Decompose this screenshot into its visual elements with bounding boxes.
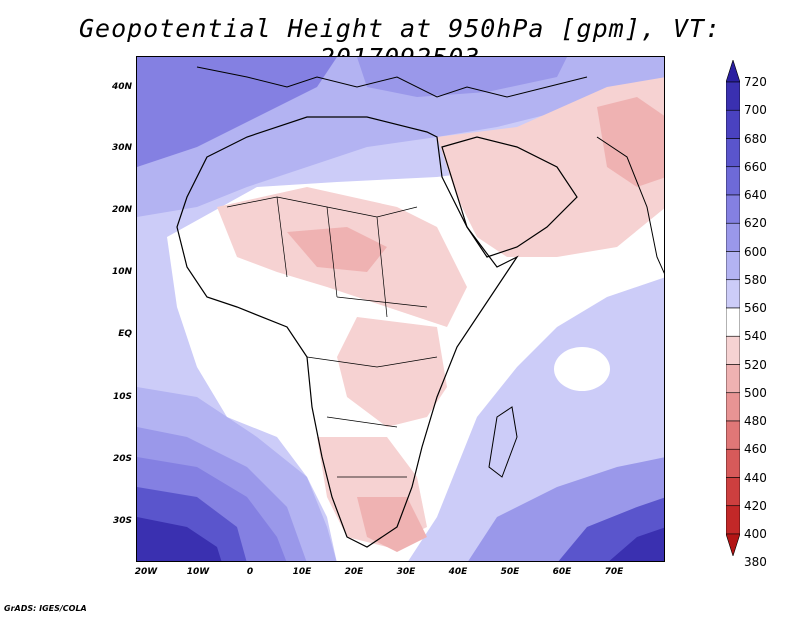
lon-label-0: 0 (246, 567, 254, 577)
lon-label-50e: 50E (500, 567, 520, 577)
colorbar-swatch (726, 448, 740, 478)
sahara-inner (287, 227, 387, 272)
colorbar-swatch (726, 194, 740, 224)
colorbar-swatch (726, 364, 740, 394)
colorbar-swatch (726, 109, 740, 139)
colorbar-swatch (726, 251, 740, 281)
south-east-core (609, 527, 664, 561)
colorbar-label: 720 (744, 75, 767, 89)
pakistan-low (597, 97, 664, 187)
colorbar-swatch (726, 222, 740, 252)
colorbar-swatch (726, 81, 740, 111)
colorbar-label: 700 (744, 103, 767, 118)
colorbar-swatch (726, 420, 740, 450)
colorbar-label: 400 (744, 527, 767, 541)
lat-label-30n: 30N (111, 143, 132, 153)
lat-label-eq: EQ (118, 329, 132, 339)
colorbar-swatch (726, 166, 740, 196)
colorbar-swatch (726, 477, 740, 507)
colorbar-label: 460 (744, 442, 767, 457)
lon-label-20e: 20E (344, 567, 364, 577)
lon-label-10w: 10W (186, 567, 210, 577)
colorbar (726, 60, 740, 556)
south-africa-core (357, 497, 427, 552)
colorbar-swatch (726, 392, 740, 422)
north-east-high (357, 57, 567, 97)
colorbar-swatch (726, 505, 740, 535)
colorbar-label: 660 (744, 159, 767, 174)
lat-label-20n: 20N (111, 205, 132, 215)
colorbar-label: 480 (744, 414, 767, 428)
map-panel (136, 56, 665, 562)
africa-coastline (176, 116, 519, 548)
lat-label-20s: 20S (112, 454, 132, 464)
arabia-coastline (441, 136, 578, 258)
madagascar-outline (488, 406, 518, 478)
europe-coastline (196, 66, 588, 98)
india-coastline (596, 136, 664, 274)
colorbar-label: 540 (744, 329, 767, 344)
colorbar-swatch (726, 138, 740, 168)
colorbar-label: 560 (744, 301, 767, 315)
lon-label-70e: 70E (604, 567, 624, 577)
lon-label-30e: 30E (396, 567, 416, 577)
colorbar-label: 520 (744, 357, 767, 372)
colorbar-label: 580 (744, 272, 767, 287)
south-west-core (137, 517, 222, 561)
colorbar-label: 600 (744, 244, 767, 259)
north-west-high (137, 57, 337, 167)
colorbar-bottom-arrow (726, 533, 740, 556)
country-borders (226, 196, 438, 478)
colorbar-label: 680 (744, 131, 767, 146)
lat-label-30s: 30S (112, 516, 132, 526)
colorbar-top-arrow (726, 60, 740, 83)
colorbar-label: 380 (744, 555, 767, 570)
lon-label-40e: 40E (448, 567, 468, 577)
central-africa-low (337, 317, 447, 427)
lat-label-10s: 10S (112, 392, 132, 402)
lon-label-10e: 10E (292, 567, 312, 577)
colorbar-swatch (726, 279, 740, 309)
colorbar-label: 640 (744, 188, 767, 202)
colorbar-label: 440 (744, 470, 767, 485)
lat-label-10n: 10N (111, 267, 132, 277)
colorbar-swatch (726, 307, 740, 337)
map-canvas (137, 57, 664, 561)
indian-ocean-pool (554, 347, 610, 391)
colorbar-label: 500 (744, 385, 767, 400)
colorbar-label: 620 (744, 216, 767, 231)
lon-label-20w: 20W (134, 567, 158, 577)
colorbar-swatch (726, 335, 740, 365)
grads-credit: GrADS: IGES/COLA (4, 604, 87, 613)
lon-label-60e: 60E (552, 567, 572, 577)
lat-label-40n: 40N (111, 82, 132, 92)
colorbar-label: 420 (744, 498, 767, 513)
